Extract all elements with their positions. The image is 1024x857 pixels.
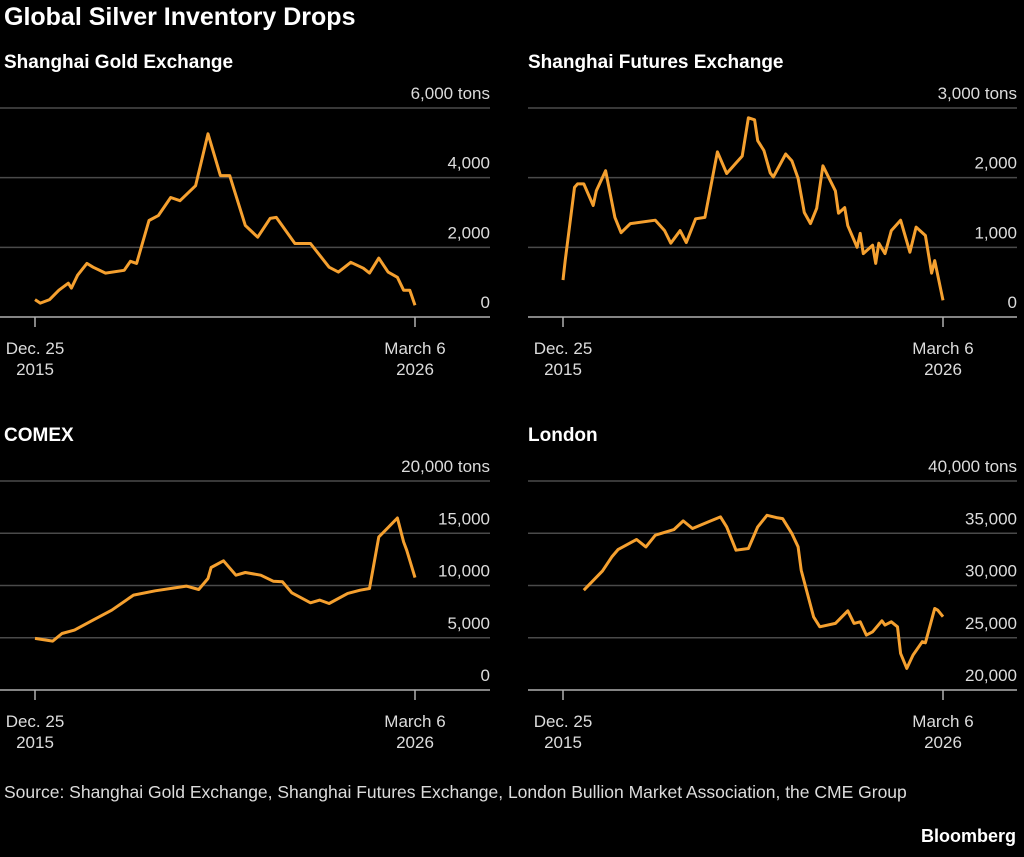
panel-london: 40,000 tons 35,000 30,000 25,000 20,000 Dec. … (528, 457, 1017, 752)
y-tick-label: 15,000 (438, 509, 490, 528)
panel-shanghai-gold: 6,000 tons 4,000 2,000 0 Dec. 25 2015 March 6 2… (0, 84, 490, 379)
bloomberg-logo: Bloomberg (920, 826, 1016, 846)
panel-shanghai-futures: 3,000 tons 2,000 1,000 0 Dec. 25 2015 March 6 2… (528, 84, 1017, 379)
y-tick-label: 4,000 (447, 154, 490, 173)
y-tick-label: 3,000 tons (938, 84, 1017, 103)
x-tick-label: 2026 (924, 733, 962, 752)
x-tick-label: Dec. 25 (6, 339, 65, 358)
y-tick-label: 30,000 (965, 562, 1017, 581)
x-tick-label: 2015 (544, 733, 582, 752)
x-tick-label: March 6 (912, 339, 973, 358)
x-tick-label: March 6 (912, 712, 973, 731)
x-tick-label: March 6 (384, 339, 445, 358)
panel-title-shanghai-gold: Shanghai Gold Exchange (4, 52, 234, 73)
y-tick-label: 2,000 (447, 223, 490, 242)
y-tick-label: 1,000 (974, 223, 1017, 242)
x-tick-label: 2015 (16, 733, 54, 752)
y-tick-label: 0 (481, 666, 490, 685)
y-tick-label: 5,000 (447, 614, 490, 633)
panel-title-london: London (528, 425, 598, 446)
series-line (34, 132, 417, 306)
panel-title-shanghai-futures: Shanghai Futures Exchange (528, 52, 784, 73)
y-tick-label: 2,000 (974, 154, 1017, 173)
x-tick-label: Dec. 25 (534, 339, 593, 358)
source-note: Source: Shanghai Gold Exchange, Shanghai… (4, 782, 907, 802)
y-tick-label: 40,000 tons (928, 457, 1017, 476)
series-line (582, 513, 945, 670)
panel-title-comex: COMEX (4, 425, 74, 446)
y-tick-label: 25,000 (965, 614, 1017, 633)
panel-comex: 20,000 tons 15,000 10,000 5,000 0 Dec. 25 2015… (0, 457, 490, 752)
x-tick-label: 2026 (396, 360, 434, 379)
series-line (561, 116, 945, 301)
x-tick-label: Dec. 25 (534, 712, 593, 731)
y-tick-label: 0 (1008, 293, 1017, 312)
x-tick-label: 2026 (924, 360, 962, 379)
series-line (34, 516, 417, 643)
y-tick-label: 10,000 (438, 562, 490, 581)
y-tick-label: 0 (481, 293, 490, 312)
y-tick-label: 35,000 (965, 509, 1017, 528)
x-tick-label: March 6 (384, 712, 445, 731)
y-tick-label: 20,000 tons (401, 457, 490, 476)
chart-title: Global Silver Inventory Drops (4, 3, 356, 31)
x-tick-label: 2015 (544, 360, 582, 379)
y-tick-label: 6,000 tons (411, 84, 490, 103)
y-tick-label: 20,000 (965, 666, 1017, 685)
x-tick-label: 2026 (396, 733, 434, 752)
x-tick-label: 2015 (16, 360, 54, 379)
x-tick-label: Dec. 25 (6, 712, 65, 731)
